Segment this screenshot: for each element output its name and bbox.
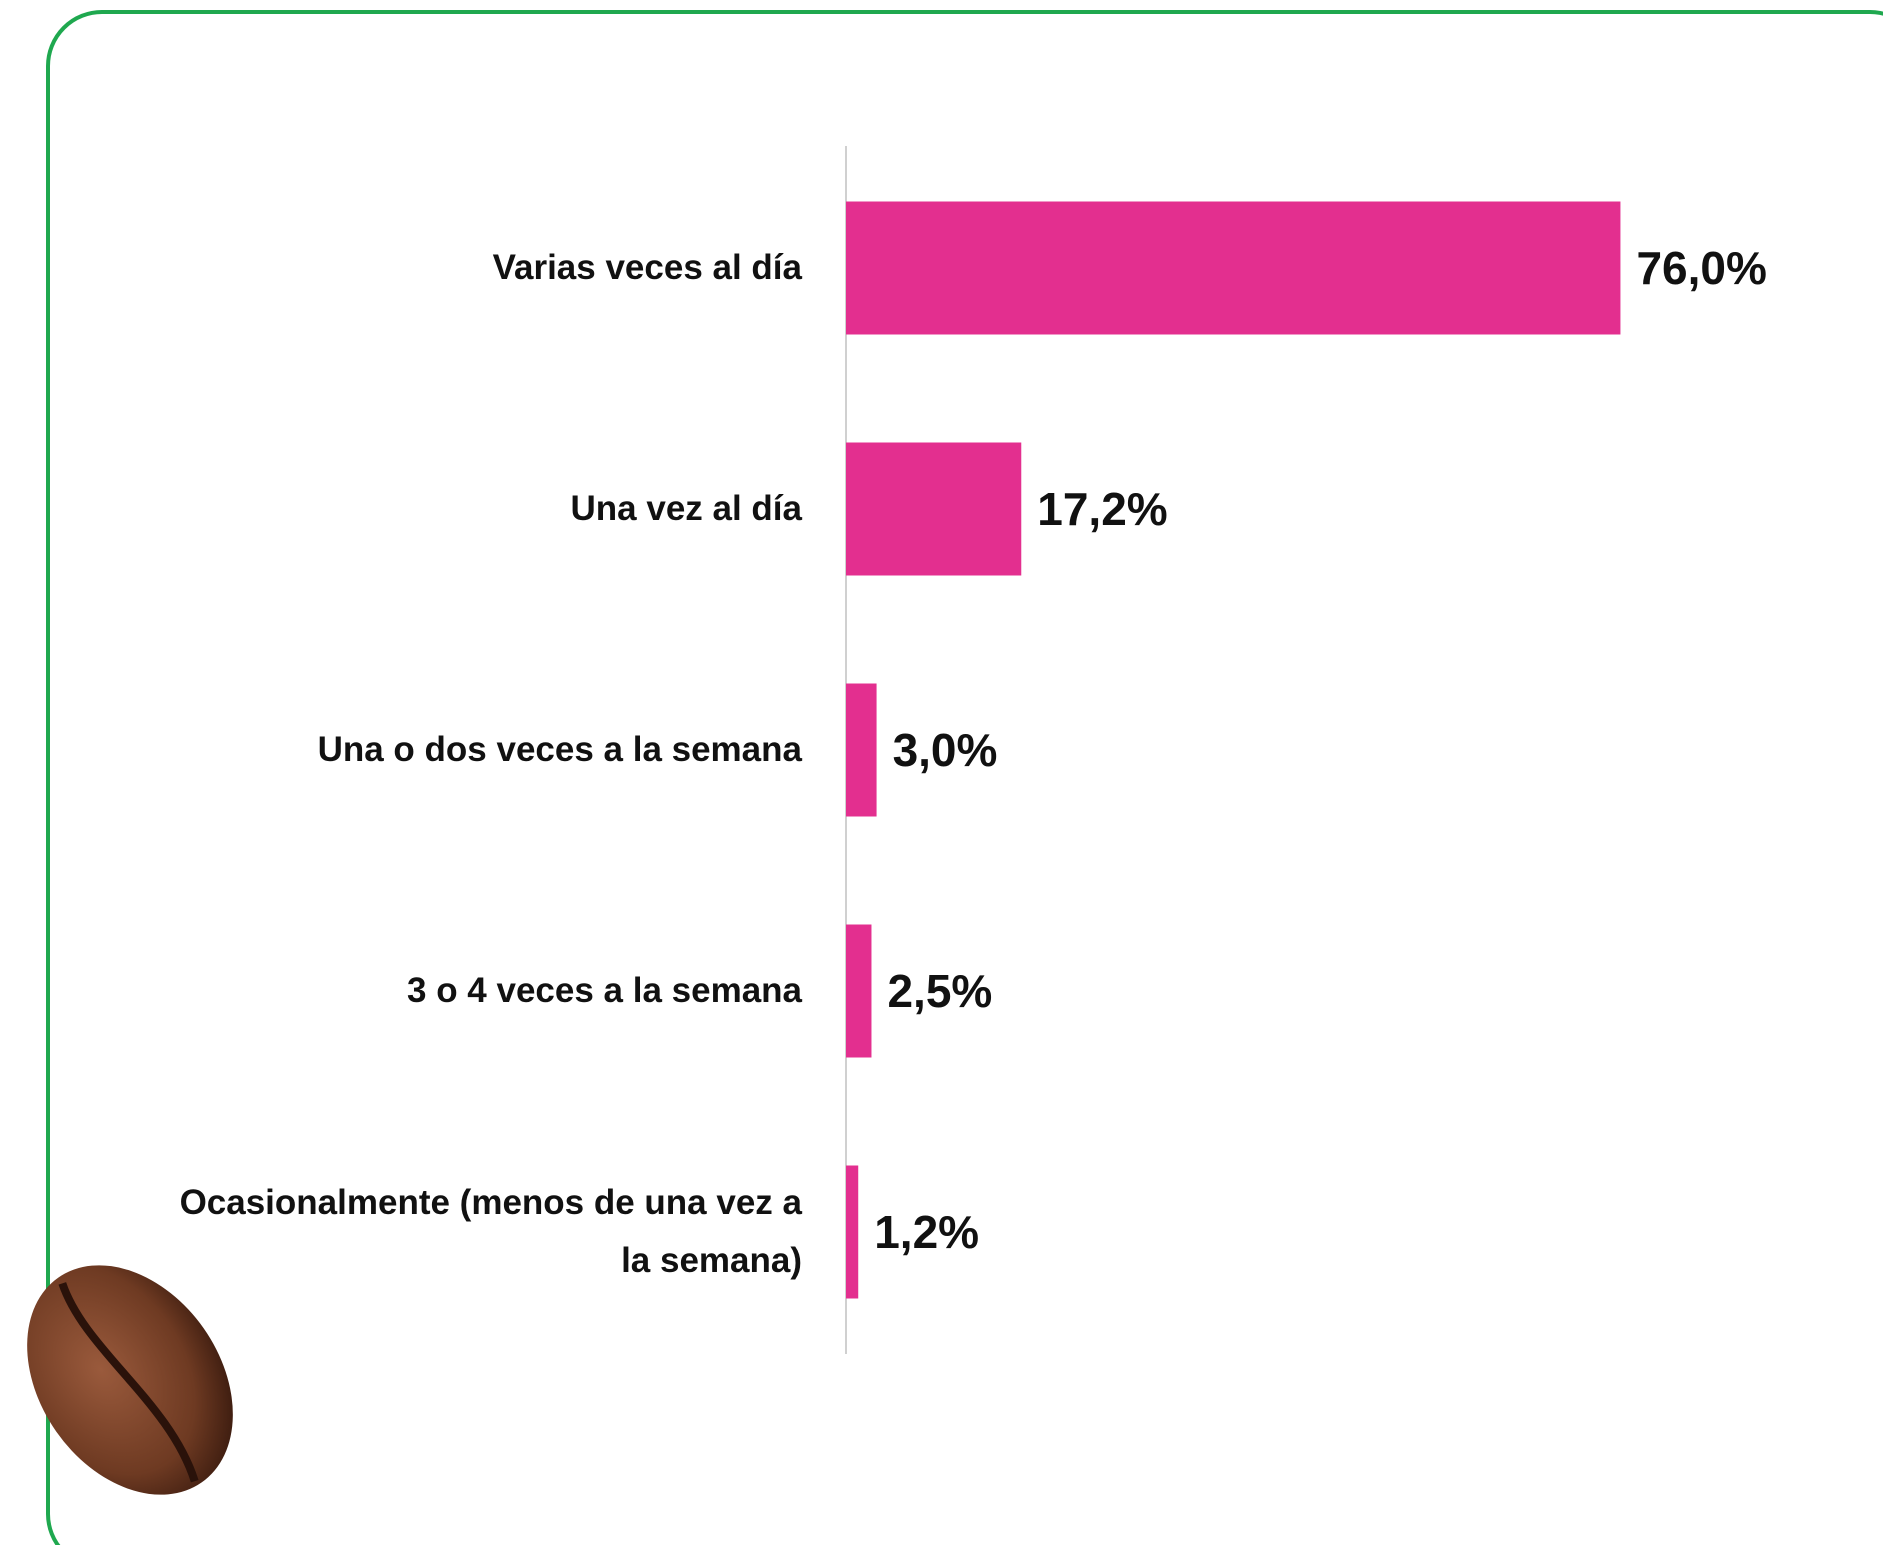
bar (846, 683, 877, 817)
value-label: 76,0% (1636, 242, 1766, 294)
bar (846, 201, 1621, 335)
coffee-bean (27, 1265, 233, 1495)
category-label: Una o dos veces a la semana (317, 730, 802, 769)
category-label: 3 o 4 veces a la semana (407, 971, 802, 1010)
bar (846, 442, 1022, 576)
category-label: Una vez al día (570, 489, 802, 528)
value-label: 17,2% (1037, 483, 1167, 535)
bar (846, 924, 872, 1058)
category-label: Varias veces al día (492, 248, 802, 287)
value-label: 3,0% (893, 724, 998, 776)
value-label: 1,2% (874, 1206, 979, 1258)
category-label: Ocasionalmente (menos de una vez a la se… (179, 1183, 802, 1280)
bar (846, 1165, 859, 1299)
value-label: 2,5% (887, 965, 992, 1017)
card (46, 10, 1883, 1545)
